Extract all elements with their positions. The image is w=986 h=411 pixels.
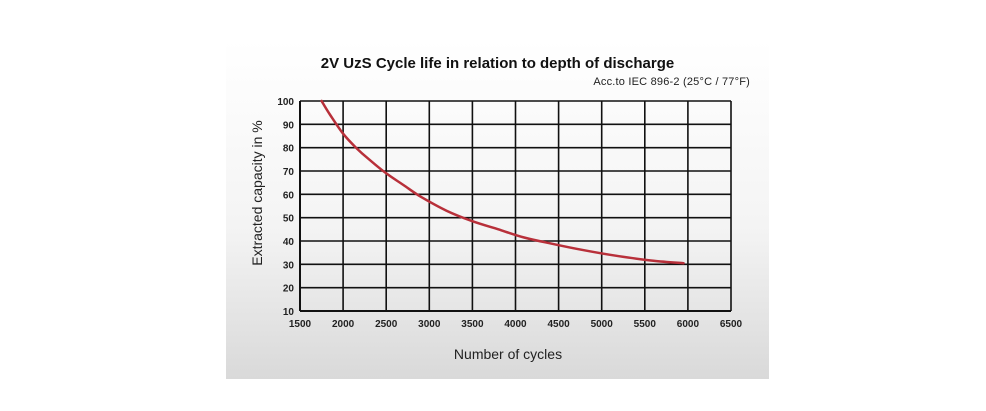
x-tick-label: 3000 <box>418 319 441 330</box>
x-tick-label: 3500 <box>461 319 484 330</box>
tick-labels: 1500 2000 2500 3000 3500 4000 4500 5000 5500 6000… <box>277 97 742 330</box>
chart-subtitle: Acc.to IEC 896-2 (25°C / 77°F) <box>593 76 750 88</box>
x-tick-label: 5000 <box>591 319 614 330</box>
y-tick-label: 80 <box>283 144 295 155</box>
chart-title: 2V UzS Cycle life in relation to depth o… <box>320 55 675 72</box>
x-axis-label: Number of cycles <box>453 346 563 362</box>
y-tick-label: 60 <box>283 190 295 201</box>
y-tick-label: 30 <box>283 260 295 271</box>
y-tick-label: 90 <box>283 120 295 131</box>
x-tick-label: 5500 <box>634 319 657 330</box>
y-tick-label: 40 <box>283 237 295 248</box>
y-tick-label: 10 <box>283 307 295 318</box>
y-tick-label: 70 <box>283 167 295 178</box>
x-tick-label: 6000 <box>677 319 700 330</box>
y-tick-label: 50 <box>283 214 295 225</box>
series-line <box>320 99 685 265</box>
x-tick-label: 6500 <box>720 319 743 330</box>
chart-panel <box>226 40 769 379</box>
x-tick-label: 4500 <box>547 319 570 330</box>
x-tick-label: 1500 <box>289 319 312 330</box>
x-tick-label: 4000 <box>504 319 527 330</box>
grid <box>299 100 732 312</box>
y-tick-label: 20 <box>283 284 295 295</box>
y-tick-label: 100 <box>277 97 294 108</box>
x-tick-label: 2000 <box>332 319 355 330</box>
x-tick-label: 2500 <box>375 319 398 330</box>
